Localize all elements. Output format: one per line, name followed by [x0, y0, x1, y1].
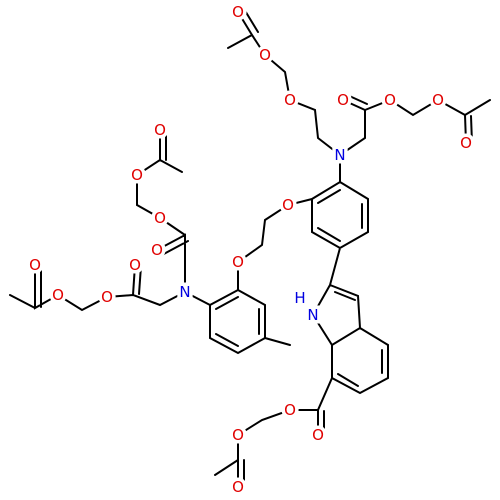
atom-label: O — [232, 478, 244, 496]
atom-label: O — [154, 121, 166, 139]
bonds — [9, 8, 491, 488]
atom-label: O — [259, 46, 271, 64]
atom-label: O — [29, 256, 41, 274]
atom-label: O — [284, 91, 296, 109]
atom-label: O — [131, 166, 143, 184]
atom-label: N — [179, 283, 190, 301]
atom-label: O — [460, 134, 472, 152]
atom-label: N — [334, 146, 345, 164]
atom-label: O — [337, 91, 349, 109]
atom-label: O — [232, 3, 244, 21]
atom-label: O — [129, 256, 141, 274]
atom-label: O — [312, 426, 324, 444]
atom-label: O — [151, 241, 163, 259]
atom-label: O — [101, 288, 113, 306]
atom-label: O — [432, 91, 444, 109]
atom-label: O — [52, 286, 64, 304]
atom-label: O — [232, 426, 244, 444]
atom-label: O — [232, 253, 244, 271]
bond-lines — [9, 8, 491, 488]
atom-labels: O O O O O O O N O O H N O O O O N O O O … — [26, 0, 476, 500]
atom-label: H — [294, 289, 305, 307]
atom-label: N — [307, 306, 318, 324]
atom-label: O — [384, 91, 396, 109]
atom-label: O — [282, 196, 294, 214]
atom-label: O — [284, 401, 296, 419]
atom-label: O — [154, 209, 166, 227]
